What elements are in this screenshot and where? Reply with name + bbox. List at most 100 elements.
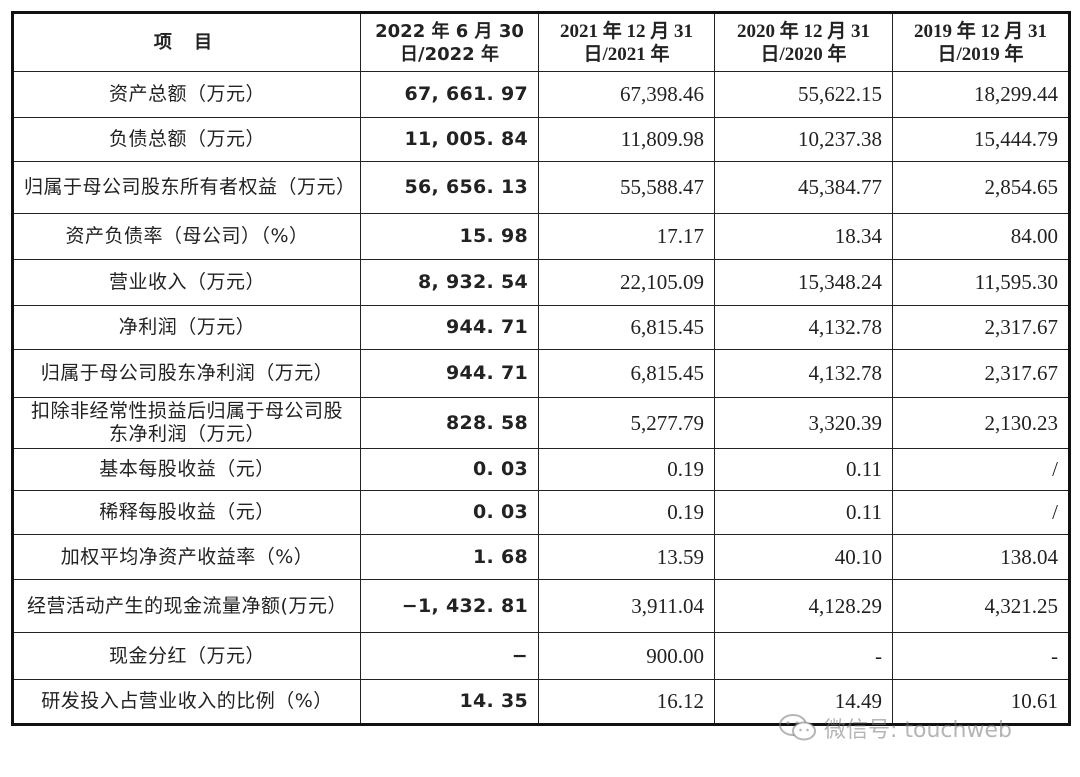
table-row: 现金分红（万元） −900.00- - — [12, 632, 1070, 680]
header-2020: 2020 年 12 月 31 日/2020 年 — [714, 12, 893, 72]
cell-value: 14.49 — [714, 679, 893, 725]
cell-value: 15,444.79 — [892, 117, 1070, 162]
cell-value: 2,854.65 — [892, 161, 1070, 214]
financial-table-container: 项 目 2022 年 6 月 30 日/2022 年 2021 年 12 月 31… — [11, 11, 1071, 726]
cell-value: 4,132.78 — [714, 305, 893, 350]
cell-value: 17.17 — [538, 213, 715, 260]
header-line1: 2020 年 12 月 31 — [736, 20, 870, 42]
cell-value: 22,105.09 — [538, 259, 715, 306]
table-row: 经营活动产生的现金流量净额(万元） −1, 432. 81 3,911.04 4,12… — [12, 579, 1070, 633]
cell-value: − — [360, 632, 539, 680]
row-label: 归属于母公司股东所有者权益（万元） — [12, 161, 361, 214]
cell-value: 5,277.79 — [538, 397, 715, 449]
cell-value: 4,321.25 — [892, 579, 1070, 633]
financial-summary-table: 项 目 2022 年 6 月 30 日/2022 年 2021 年 12 月 31… — [11, 11, 1071, 726]
header-line2: 日/2022 年 — [400, 43, 499, 65]
cell-value: 3,320.39 — [714, 397, 893, 449]
cell-value: 67,398.46 — [538, 71, 715, 118]
cell-value: - — [714, 632, 893, 680]
cell-value: 0.11 — [714, 490, 893, 535]
cell-value: 15,348.24 — [714, 259, 893, 306]
cell-value: / — [892, 448, 1070, 491]
table-row: 净利润（万元） 944. 71 6,815.45 4,132.78 2,317.67 — [12, 305, 1070, 350]
cell-value: 40.10 — [714, 534, 893, 580]
header-line1: 2019 年 12 月 31 — [913, 20, 1047, 42]
cell-value: 84.00 — [892, 213, 1070, 260]
row-label: 基本每股收益（元） — [12, 448, 361, 491]
row-label: 资产负债率（母公司）（%） — [12, 213, 361, 260]
row-label: 加权平均净资产收益率（%） — [12, 534, 361, 580]
cell-value: 4,128.29 — [714, 579, 893, 633]
table-row: 扣除非经常性损益后归属于母公司股东净利润（万元） 828. 58 5,277.79 3… — [12, 397, 1070, 449]
row-label: 扣除非经常性损益后归属于母公司股东净利润（万元） — [12, 397, 361, 449]
table-row: 营业收入（万元） 8, 932. 54 22,105.09 15,348.24 11,5… — [12, 259, 1070, 306]
cell-value: 10.61 — [892, 679, 1070, 725]
cell-value: 0. 03 — [360, 448, 539, 491]
table-row: 稀释每股收益（元） 0. 03 0.19 0.11/ — [12, 490, 1070, 535]
table-row: 资产总额（万元） 67, 661. 97 67,398.46 55,622.15 18,… — [12, 71, 1070, 118]
cell-value: 2,317.67 — [892, 349, 1070, 398]
cell-value: / — [892, 490, 1070, 535]
cell-value: 13.59 — [538, 534, 715, 580]
row-label: 资产总额（万元） — [12, 71, 361, 118]
row-label: 稀释每股收益（元） — [12, 490, 361, 535]
table-row: 加权平均净资产收益率（%） 1. 68 13.59 40.10 138.04 — [12, 534, 1070, 580]
row-label: 经营活动产生的现金流量净额(万元） — [12, 579, 361, 633]
header-item: 项 目 — [12, 12, 361, 72]
cell-value: 11,595.30 — [892, 259, 1070, 306]
cell-value: 6,815.45 — [538, 305, 715, 350]
cell-value: 2,317.67 — [892, 305, 1070, 350]
cell-value: 55,588.47 — [538, 161, 715, 214]
watermark-text: 微信号: touchweb — [824, 718, 1012, 743]
cell-value: 56, 656. 13 — [360, 161, 539, 214]
cell-value: 0.19 — [538, 448, 715, 491]
cell-value: 944. 71 — [360, 305, 539, 350]
cell-value: 18.34 — [714, 213, 893, 260]
watermark: 微信号: touchweb — [778, 712, 1012, 744]
cell-value: 15. 98 — [360, 213, 539, 260]
header-line1: 2021 年 12 月 31 — [559, 20, 693, 42]
table-row: 归属于母公司股东净利润（万元） 944. 71 6,815.45 4,132.78 2,… — [12, 349, 1070, 398]
cell-value: 828. 58 — [360, 397, 539, 449]
cell-value: 16.12 — [538, 679, 715, 725]
table-row: 资产负债率（母公司）（%） 15. 98 17.17 18.34 84.00 — [12, 213, 1070, 260]
table-body: 资产总额（万元） 67, 661. 97 67,398.46 55,622.15 18,… — [12, 71, 1070, 725]
cell-value: 944. 71 — [360, 349, 539, 398]
header-2019: 2019 年 12 月 31 日/2019 年 — [892, 12, 1070, 72]
header-line1: 2022 年 6 月 30 — [375, 20, 524, 42]
cell-value: 45,384.77 — [714, 161, 893, 214]
table-row: 基本每股收益（元） 0. 03 0.19 0.11/ — [12, 448, 1070, 491]
cell-value: 6,815.45 — [538, 349, 715, 398]
cell-value: 11, 005. 84 — [360, 117, 539, 162]
table-row: 研发投入占营业收入的比例（%） 14. 35 16.12 14.49 10.61 — [12, 679, 1070, 725]
cell-value: 0. 03 — [360, 490, 539, 535]
cell-value: 8, 932. 54 — [360, 259, 539, 306]
header-row: 项 目 2022 年 6 月 30 日/2022 年 2021 年 12 月 31… — [12, 12, 1070, 72]
cell-value: 1. 68 — [360, 534, 539, 580]
header-2022-h1: 2022 年 6 月 30 日/2022 年 — [360, 12, 539, 72]
cell-value: 67, 661. 97 — [360, 71, 539, 118]
cell-value: 0.11 — [714, 448, 893, 491]
header-2021: 2021 年 12 月 31 日/2021 年 — [538, 12, 715, 72]
cell-value: - — [892, 632, 1070, 680]
row-label: 净利润（万元） — [12, 305, 361, 350]
row-label: 归属于母公司股东净利润（万元） — [12, 349, 361, 398]
cell-value: 3,911.04 — [538, 579, 715, 633]
cell-value: 2,130.23 — [892, 397, 1070, 449]
header-line2: 日/2019 年 — [937, 43, 1024, 65]
table-row: 归属于母公司股东所有者权益（万元） 56, 656. 13 55,588.47 45,… — [12, 161, 1070, 214]
wechat-icon — [779, 714, 816, 741]
cell-value: 0.19 — [538, 490, 715, 535]
cell-value: 4,132.78 — [714, 349, 893, 398]
cell-value: 11,809.98 — [538, 117, 715, 162]
table-row: 负债总额（万元） 11, 005. 84 11,809.98 10,237.38 15,… — [12, 117, 1070, 162]
row-label: 负债总额（万元） — [12, 117, 361, 162]
cell-value: 55,622.15 — [714, 71, 893, 118]
cell-value: −1, 432. 81 — [360, 579, 539, 633]
cell-value: 18,299.44 — [892, 71, 1070, 118]
header-line2: 日/2021 年 — [583, 43, 670, 65]
row-label: 现金分红（万元） — [12, 632, 361, 680]
row-label: 研发投入占营业收入的比例（%） — [12, 679, 361, 725]
row-label: 营业收入（万元） — [12, 259, 361, 306]
cell-value: 10,237.38 — [714, 117, 893, 162]
